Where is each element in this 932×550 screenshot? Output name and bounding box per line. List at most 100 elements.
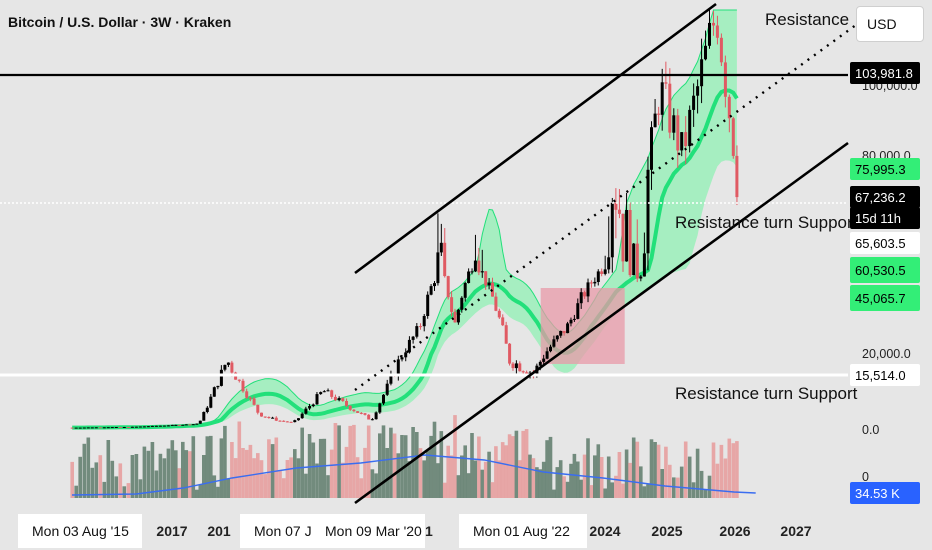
candle-body	[731, 118, 735, 156]
candle-body	[463, 283, 467, 298]
candle-body	[514, 363, 518, 369]
volume-bar	[259, 460, 264, 498]
candle-body	[154, 425, 158, 427]
candle-body	[370, 419, 374, 421]
candle-body	[256, 404, 260, 413]
candle-body	[450, 297, 454, 312]
volume-bar	[711, 442, 716, 498]
candle-body	[396, 359, 400, 377]
date-marker-label: Mon 07 Ja	[254, 523, 320, 539]
candle-body	[282, 420, 286, 422]
price-label: 65,603.5	[855, 236, 906, 251]
volume-bar	[70, 461, 74, 498]
volume-bar	[649, 439, 654, 498]
volume-bar	[621, 483, 625, 498]
candle-body	[555, 335, 559, 340]
chart-title: Bitcoin / U.S. Dollar · 3W · Kraken	[8, 14, 231, 30]
volume-bar	[219, 438, 224, 498]
candle-body	[579, 292, 583, 304]
candle-body	[382, 394, 385, 404]
candle-body	[237, 379, 241, 381]
candle-body	[70, 427, 74, 429]
volume-bar	[396, 453, 401, 498]
volume-bar	[614, 475, 618, 498]
candle-layer	[70, 10, 739, 429]
volume-bar	[315, 463, 319, 498]
volume-bar	[569, 463, 573, 498]
candle-body	[436, 252, 440, 284]
candle-body	[170, 424, 174, 426]
candle-body	[723, 62, 727, 97]
candle-body	[162, 425, 166, 427]
volume-bar	[603, 488, 607, 498]
candle-body	[226, 362, 230, 365]
x-tick-label: 201	[207, 523, 231, 539]
candle-body	[642, 253, 646, 277]
volume-bar	[436, 463, 440, 498]
volume-bar	[579, 479, 583, 498]
candle-body	[341, 398, 345, 401]
volume-bar	[392, 433, 397, 498]
volume-bar	[86, 437, 91, 498]
candle-body	[545, 351, 549, 359]
volume-bar	[507, 434, 512, 498]
volume-bar	[122, 486, 127, 498]
candle-body	[195, 423, 199, 425]
candle-body	[315, 394, 319, 405]
candle-body	[426, 294, 430, 316]
volume-bar	[300, 427, 304, 498]
volume-bar	[118, 463, 123, 498]
candle-body	[216, 385, 220, 388]
volume-bar	[460, 455, 464, 498]
candle-body	[668, 83, 672, 133]
candle-body	[596, 271, 600, 282]
volume-bar	[497, 460, 502, 498]
candle-body	[322, 391, 326, 393]
candle-body	[586, 282, 590, 297]
volume-bar	[572, 453, 577, 498]
candle-body	[300, 413, 304, 419]
volume-bar	[209, 435, 213, 498]
volume-bar	[646, 484, 650, 498]
candle-body	[198, 420, 202, 424]
volume-bar	[687, 456, 692, 498]
volume-bar	[656, 444, 661, 498]
candle-body	[600, 271, 604, 274]
candle-body	[518, 363, 522, 372]
candle-body	[356, 411, 360, 413]
candle-body	[443, 242, 447, 277]
volume-bar	[446, 445, 450, 498]
candle-body	[480, 271, 484, 273]
volume-bar	[154, 470, 159, 498]
volume-bar	[672, 477, 676, 498]
channel-lower	[354, 141, 849, 505]
annotation-label: Resistance	[765, 10, 849, 29]
x-tick-label: 2025	[651, 523, 682, 539]
volume-bar	[370, 469, 375, 498]
volume-bar	[296, 458, 301, 498]
candle-body	[460, 297, 464, 310]
volume-bar	[731, 443, 736, 498]
volume-ma-line	[71, 454, 756, 496]
trendline-layer	[0, 2, 861, 505]
candle-body	[367, 414, 371, 420]
candle-body	[174, 424, 178, 426]
volume-bar	[466, 473, 471, 498]
candle-body	[635, 243, 639, 279]
volume-bar	[480, 469, 485, 498]
volume-bar	[596, 444, 601, 498]
candle-body	[293, 420, 297, 423]
volume-bar	[642, 486, 647, 498]
volume-bar	[425, 450, 430, 498]
candle-body	[456, 309, 460, 323]
price-label: 45,065.7	[855, 291, 906, 306]
candle-body	[700, 59, 704, 87]
candle-body	[639, 276, 643, 279]
volume-bar	[727, 438, 732, 498]
currency-selector[interactable]: USD	[856, 6, 924, 42]
candle-body	[696, 86, 700, 96]
candle-body	[378, 403, 382, 413]
candle-body	[326, 390, 330, 392]
x-tick-label: 2026	[719, 523, 750, 539]
volume-bar	[415, 432, 419, 498]
